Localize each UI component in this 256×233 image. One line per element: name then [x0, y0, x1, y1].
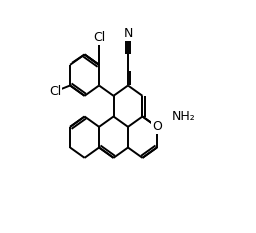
Text: NH₂: NH₂ — [172, 110, 195, 123]
Text: N: N — [123, 27, 133, 40]
Text: O: O — [152, 120, 162, 133]
Text: Cl: Cl — [93, 31, 105, 45]
Text: Cl: Cl — [49, 85, 62, 98]
